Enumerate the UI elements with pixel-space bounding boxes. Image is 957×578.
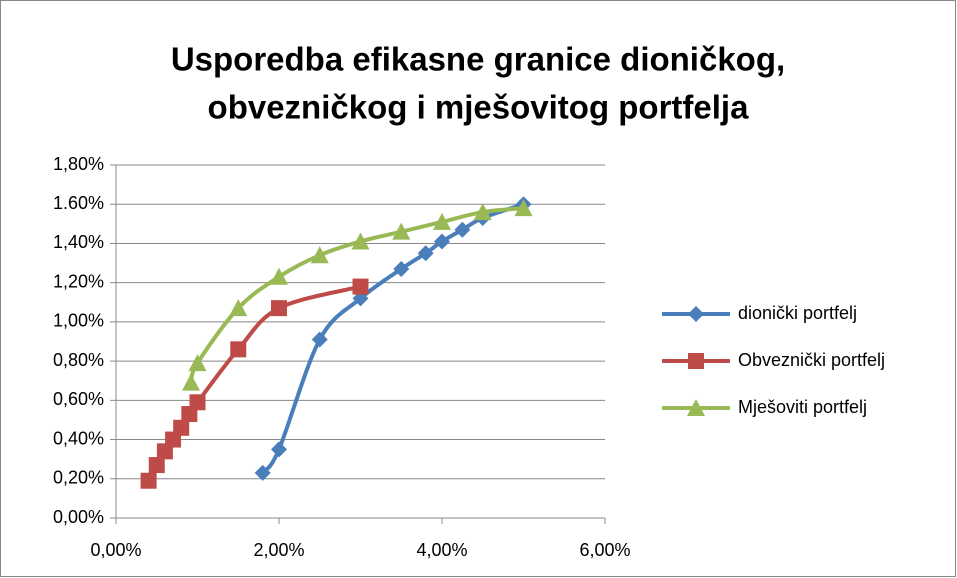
data-point [514, 199, 533, 217]
data-point [351, 232, 370, 250]
data-point [148, 457, 165, 474]
x-tick-label: 6,00% [579, 540, 630, 560]
y-tick-label: 1.60% [53, 193, 104, 213]
data-point [393, 260, 410, 277]
legend-label: Obveznički portfelj [738, 350, 885, 370]
data-point [189, 394, 206, 411]
legend-label: dionički portfelj [738, 303, 857, 323]
y-tick-label: 1,40% [53, 232, 104, 252]
y-tick-label: 1,00% [53, 311, 104, 331]
y-tick-label: 0,80% [53, 350, 104, 370]
legend-marker [688, 353, 704, 369]
legend-marker [687, 399, 705, 416]
data-point [140, 472, 157, 489]
data-point [230, 341, 247, 358]
data-point [352, 278, 369, 295]
x-tick-label: 4,00% [416, 540, 467, 560]
data-point [310, 246, 329, 264]
data-point [454, 221, 471, 238]
data-point [181, 373, 200, 391]
x-tick-label: 2,00% [253, 540, 304, 560]
data-point [311, 331, 328, 348]
data-point [271, 300, 287, 317]
data-point [173, 419, 190, 436]
data-point [229, 299, 248, 317]
y-tick-label: 1,20% [53, 271, 104, 291]
y-tick-label: 0,60% [53, 389, 104, 409]
data-point [417, 245, 434, 262]
chart-title: Usporedba efikasne granice dioničkog, [171, 41, 785, 78]
data-point [254, 464, 271, 481]
x-tick-label: 0,00% [90, 540, 141, 560]
data-point [270, 267, 288, 285]
data-point [271, 441, 287, 458]
y-tick-label: 0,40% [53, 428, 104, 448]
legend-marker [688, 306, 704, 322]
legend-label: Mješoviti portfelj [738, 397, 867, 417]
data-point [433, 212, 451, 230]
data-point [188, 354, 207, 372]
y-tick-label: 0,20% [53, 468, 104, 488]
chart-title: obvezničkog i mješovitog portfelja [208, 89, 750, 126]
y-tick-label: 1,80% [53, 154, 104, 174]
data-point [392, 222, 411, 240]
y-tick-label: 0,00% [53, 507, 104, 527]
series-line [261, 202, 525, 475]
data-point [473, 203, 492, 221]
data-point [434, 233, 450, 250]
series-line [189, 206, 524, 384]
